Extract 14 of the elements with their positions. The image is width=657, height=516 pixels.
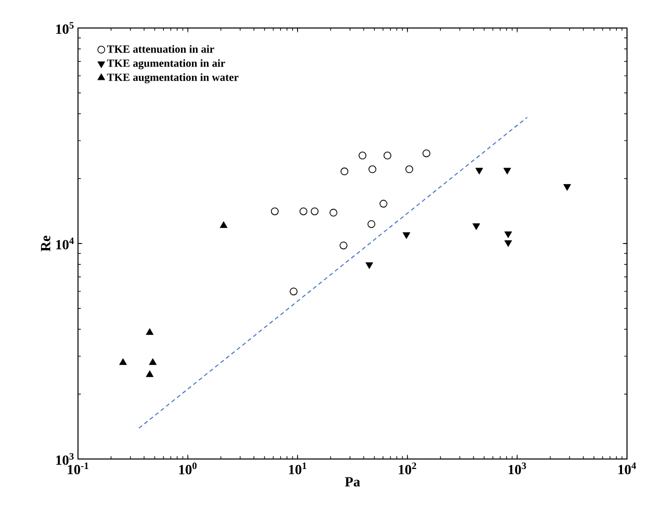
legend-label: TKE augmentation in water	[107, 73, 238, 84]
x-tick-label: 10$^{-1}$	[68, 462, 88, 474]
x-axis-title: Pa	[344, 477, 360, 486]
x-tick-label: 10$^{1}$	[289, 462, 306, 474]
y-tick-label: 10$^{5}$	[56, 22, 74, 34]
x-tick-label: 10$^{2}$	[398, 462, 416, 474]
y-tick-label: 10$^{3}$	[56, 453, 74, 465]
x-tick-label: 10$^{4}$	[618, 462, 636, 474]
legend-label: TKE agumentation in air	[107, 59, 226, 70]
x-tick-label: 10$^{3}$	[508, 462, 526, 474]
y-axis-title: Re	[41, 236, 50, 252]
y-tick-label: 10$^{4}$	[56, 238, 74, 250]
legend-label: TKE attenuation in air	[107, 45, 214, 53]
x-tick-label: 10$^{0}$	[179, 462, 197, 474]
